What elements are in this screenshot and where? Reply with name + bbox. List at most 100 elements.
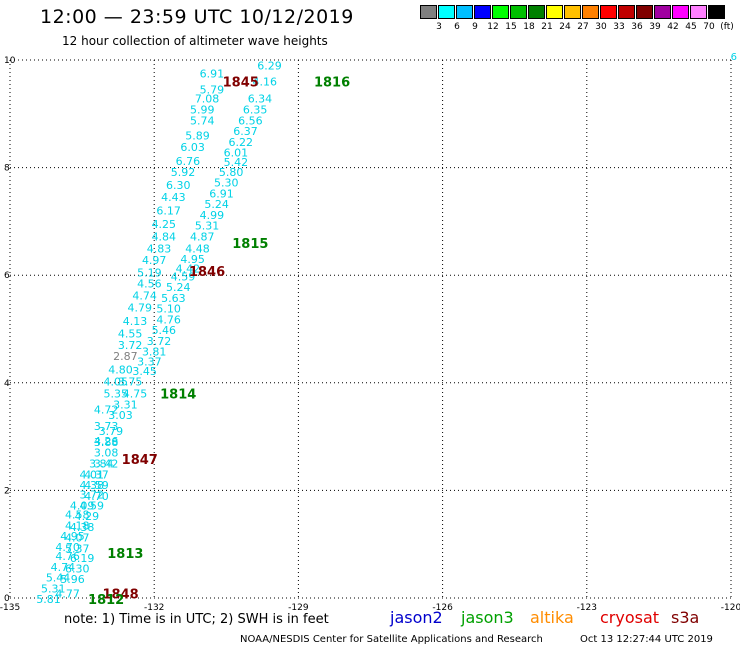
mission-label: jason3 <box>461 608 514 627</box>
scale-label: 21 <box>541 22 553 32</box>
swh-value: 5.89 <box>185 129 210 142</box>
pass-label: 1846 <box>189 265 225 280</box>
swh-value: 6.91 <box>209 187 234 200</box>
swh-value: 4.95 <box>180 253 205 266</box>
mission-label: altika <box>530 608 574 627</box>
scale-swatch <box>636 5 653 19</box>
swh-value: 6.30 <box>166 179 191 192</box>
swh-value: 4.43 <box>161 191 186 204</box>
scale-swatch <box>510 5 527 19</box>
swh-value: 6.19 <box>70 552 95 565</box>
scale-swatch <box>564 5 581 19</box>
scale-label: 39 <box>649 22 661 32</box>
scale-swatch <box>654 5 671 19</box>
swh-value: 3.08 <box>94 447 119 460</box>
scale-label: 3 <box>436 22 442 32</box>
y-tick-label: 6 <box>4 271 10 281</box>
scale-swatch <box>618 5 635 19</box>
swh-value: 3.42 <box>94 458 119 471</box>
scale-label: 18 <box>523 22 535 32</box>
scale-swatch <box>708 5 725 19</box>
swh-value: 4.55 <box>118 327 143 340</box>
swh-value: 5.31 <box>41 582 66 595</box>
pass-label: 1813 <box>107 547 143 562</box>
swh-value: 5.24 <box>204 198 229 211</box>
mission-label: jason2 <box>390 608 443 627</box>
swh-value: 7.08 <box>195 93 220 106</box>
swh-value: 6.91 <box>200 67 225 80</box>
swh-value: 4.74 <box>51 561 76 574</box>
swh-value: 4.37 <box>84 468 109 481</box>
swh-value: 3.75 <box>118 376 143 389</box>
scale-swatch <box>492 5 509 19</box>
swh-value: 6.22 <box>228 136 253 149</box>
pass-label: 1845 <box>223 76 259 91</box>
x-tick-label: -135 <box>0 603 20 613</box>
scale-swatch <box>438 5 455 19</box>
scale-swatch <box>546 5 563 19</box>
map-grid <box>9 59 732 599</box>
swh-value: 5.99 <box>190 103 215 116</box>
scale-label: 42 <box>667 22 679 32</box>
mission-label: s3a <box>671 608 700 627</box>
swh-value: 5.24 <box>166 281 191 294</box>
swh-value: 3.73 <box>94 420 119 433</box>
scale-label: 6 <box>454 22 460 32</box>
scale-swatch <box>420 5 437 19</box>
swh-value: 5.10 <box>156 303 181 316</box>
swh-value: 4.26 <box>94 435 119 448</box>
scale-swatch <box>528 5 545 19</box>
scale-swatch <box>600 5 617 19</box>
swh-value: 5.35 <box>103 388 128 401</box>
scale-swatch <box>456 5 473 19</box>
swh-value: 4.42 <box>176 263 201 276</box>
swh-value: 5.80 <box>219 166 244 179</box>
swh-value: 3.03 <box>108 409 133 422</box>
swh-value: 3.37 <box>137 355 162 368</box>
swh-value: 4.58 <box>65 509 90 522</box>
swh-value: 3.88 <box>94 436 119 449</box>
pass-label: 1847 <box>122 453 158 468</box>
swh-value: 5.96 <box>60 573 85 586</box>
scale-label: 15 <box>505 22 517 32</box>
swh-value: 6.30 <box>65 562 90 575</box>
swh-value: 3.72 <box>79 489 104 502</box>
swh-value: 4.29 <box>75 510 100 523</box>
swh-value: 3.81 <box>142 346 167 359</box>
swh-value: 4.38 <box>79 479 104 492</box>
swh-value: 6.35 <box>243 103 268 116</box>
scale-label: 33 <box>613 22 625 32</box>
swh-value: 4.38 <box>70 521 95 534</box>
swh-value: 6.76 <box>176 155 201 168</box>
swh-value: 5.37 <box>65 543 90 556</box>
credit-line: NOAA/NESDIS Center for Satellite Applica… <box>240 634 543 645</box>
swh-value: 3.31 <box>113 398 138 411</box>
page-title: 12:00 — 23:59 UTC 10/12/2019 <box>40 6 354 28</box>
swh-value: 4.99 <box>200 209 225 222</box>
swh-value: 4.75 <box>123 388 148 401</box>
swh-value: 5.63 <box>161 292 186 305</box>
edge-value-label: 6 <box>731 52 737 63</box>
swh-value: 4.79 <box>128 301 153 314</box>
swh-value: 4.84 <box>152 230 177 243</box>
swh-value: 2.87 <box>113 350 138 363</box>
swh-value: 4.56 <box>137 277 162 290</box>
scale-label: 45 <box>685 22 697 32</box>
swh-value: 4.13 <box>123 315 148 328</box>
swh-value: 4.72 <box>94 404 119 417</box>
swh-value: 5.30 <box>214 177 239 190</box>
swh-value: 6.56 <box>238 114 263 127</box>
x-tick-label: -123 <box>577 603 597 613</box>
y-tick-label: 0 <box>4 594 10 604</box>
swh-value: 6.34 <box>248 93 273 106</box>
x-tick-label: -120 <box>721 603 740 613</box>
pass-label: 1814 <box>160 388 196 403</box>
swh-value: 4.59 <box>84 479 109 492</box>
swh-value: 4.48 <box>185 242 210 255</box>
y-tick-label: 8 <box>4 164 10 174</box>
swh-value: 4.05 <box>103 376 128 389</box>
scale-label: 30 <box>595 22 607 32</box>
